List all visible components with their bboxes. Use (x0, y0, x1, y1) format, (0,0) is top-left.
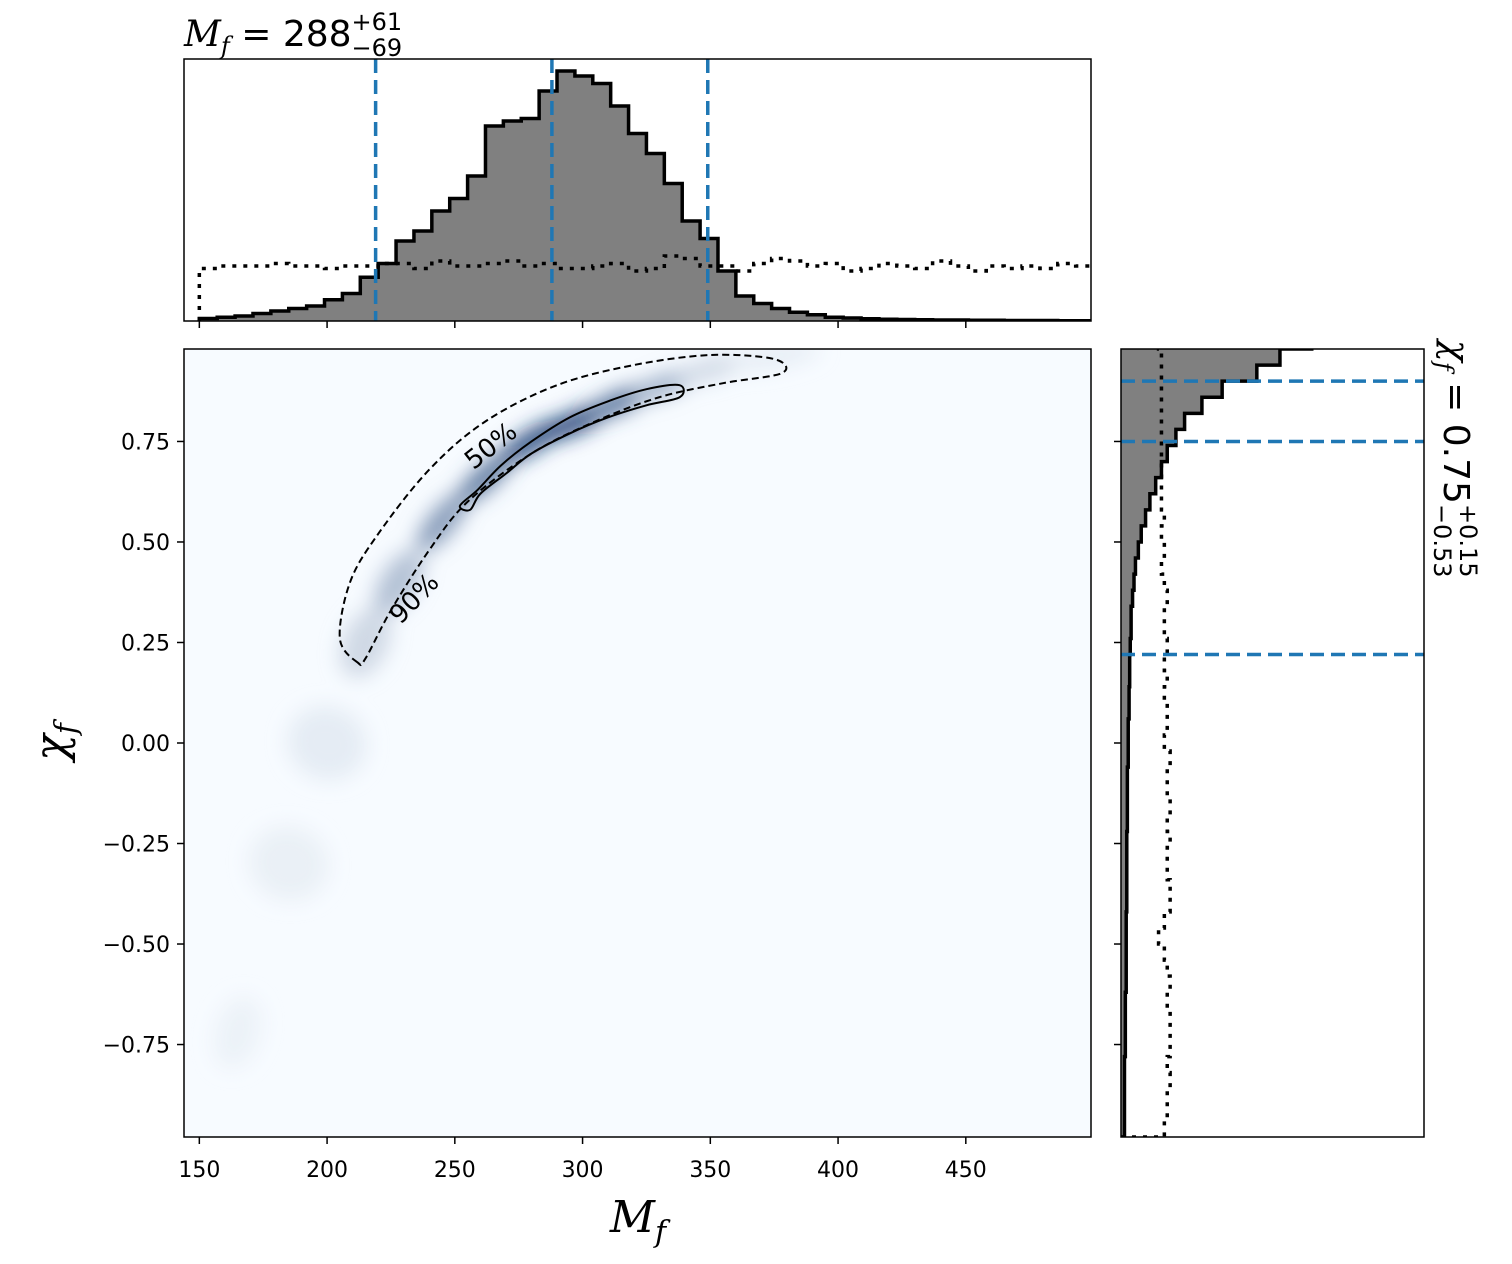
y-axis-label: χf (26, 718, 84, 764)
density-blob-12 (728, 349, 820, 371)
x-axis-label: Mf (609, 1192, 671, 1250)
posterior-histogram-fill (1121, 349, 1312, 1137)
title-equals: = (230, 14, 283, 55)
joint-panel: 50%90% 150 200 250 300 350 400 4500.750.500.25… (26, 348, 1092, 1250)
title-median: 288 (283, 14, 352, 55)
density-blob-6 (457, 451, 514, 504)
posterior-histogram-outline (1121, 349, 1314, 1137)
x-tick-label-1: 200 (306, 1158, 348, 1183)
posterior-histogram-outline (197, 69, 1091, 321)
y-tick-label-2: 0.25 (121, 631, 170, 656)
density-blob-1 (249, 826, 329, 901)
y-axis-symbol: χ (26, 732, 77, 764)
top-marginal-frame (183, 58, 1092, 322)
y-tick-label-1: 0.50 (121, 531, 170, 556)
title-symbol: χ (1435, 337, 1476, 364)
title-equals: = (1435, 371, 1476, 424)
x-tick-label-5: 400 (817, 1158, 859, 1183)
right-marginal-frame (1120, 348, 1425, 1138)
x-tick-label-0: 150 (178, 1158, 220, 1183)
density-blob-5 (416, 492, 468, 552)
title-upper-error: +61 (352, 8, 403, 36)
x-tick-label-3: 300 (562, 1158, 604, 1183)
top-marginal-panel: Mf = 288+61 −69 (183, 8, 1092, 328)
density-blob-11 (674, 355, 746, 383)
x-axis-subscript: f (653, 1215, 671, 1250)
prior-histogram (1121, 349, 1172, 1137)
posterior-histogram-fill (199, 71, 1091, 321)
y-tick-label-6: −0.75 (103, 1034, 170, 1059)
title-symbol: M (183, 14, 222, 55)
y-tick-label-3: 0.00 (121, 732, 170, 757)
y-tick-label-4: −0.25 (103, 833, 170, 858)
joint-ticks: 150 200 250 300 350 400 450 0.75 0.50 0.25 0.00 −0.… (103, 430, 987, 1183)
y-tick-label-0: 0.75 (121, 430, 170, 455)
x-tick-label-6: 450 (945, 1158, 987, 1183)
right-marginal-ticks (1114, 440, 1121, 1046)
density-blob-0 (214, 997, 262, 1068)
contour-50pct (458, 383, 685, 512)
x-tick-label-4: 350 (689, 1158, 731, 1183)
top-marginal-ticks (198, 321, 967, 328)
y-axis-subscript: f (49, 718, 84, 736)
title-upper-error: +0.15 (1454, 504, 1482, 578)
top-marginal-content (197, 59, 1091, 321)
x-tick-label-2: 250 (434, 1158, 476, 1183)
right-marginal-panel: χf = 0.75+0.15−0.53 (1114, 337, 1482, 1138)
title-median: 0.75 (1435, 424, 1476, 504)
title-lower-error: −69 (352, 34, 403, 62)
density-blob-4 (374, 550, 424, 615)
right-marginal-title: χf = 0.75+0.15−0.53 (1428, 337, 1482, 577)
y-tick-label-5: −0.50 (103, 933, 170, 958)
top-marginal-title: Mf = 288+61 −69 (183, 8, 402, 62)
density-heatmap (214, 349, 820, 1068)
density-blob-2 (287, 706, 367, 780)
x-axis-symbol: M (609, 1192, 656, 1243)
title-lower-error: −0.53 (1428, 504, 1456, 578)
right-marginal-content (1121, 349, 1424, 1137)
